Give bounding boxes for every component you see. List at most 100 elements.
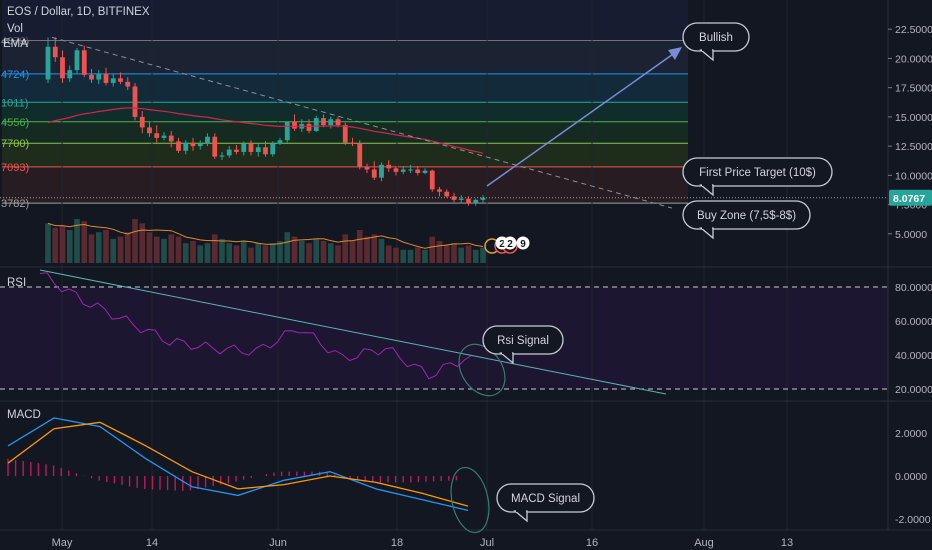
volume-bar — [407, 249, 414, 263]
volume-bar — [146, 232, 153, 263]
candle-body — [96, 73, 102, 80]
descending-trendline — [51, 36, 673, 209]
volume-bar — [291, 236, 298, 263]
fib-level-label: .4556) — [0, 117, 29, 129]
candle-body — [67, 70, 73, 79]
ema-line — [47, 107, 484, 154]
candle-body — [255, 147, 261, 152]
volume-bar — [139, 223, 146, 263]
volume-bars — [45, 219, 486, 263]
volume-bar — [298, 241, 305, 263]
volume-bar — [190, 241, 196, 263]
fib-zone — [2, 102, 688, 122]
volume-bar — [393, 247, 399, 263]
candle-body — [393, 168, 399, 172]
volume-bar — [422, 249, 428, 263]
macd-tick-label: -2.0000 — [895, 514, 931, 526]
volume-bar — [436, 241, 443, 263]
candle-body — [306, 123, 312, 131]
fib-level-label: .1011) — [0, 97, 28, 109]
event-count-label: 2 — [507, 239, 513, 250]
candle-body — [270, 143, 276, 155]
fib-zone — [2, 73, 688, 103]
volume-bar — [233, 245, 240, 263]
candle-body — [313, 118, 319, 131]
price-tick-label: 12.5000 — [895, 141, 932, 153]
current-price-badge — [889, 189, 932, 206]
fib-top-zone — [2, 0, 688, 41]
fib-zone — [2, 40, 688, 74]
volume-bar — [284, 232, 291, 263]
current-price-label: 8.0767 — [893, 193, 925, 205]
rsi-tick-label: 80.0000 — [895, 282, 932, 294]
candle-body — [154, 133, 160, 138]
candle-body — [386, 164, 392, 169]
price-tick-label: 5.0000 — [895, 229, 927, 241]
fib-level-label: .7093) — [0, 162, 29, 174]
rsi-tick-label: 20.0000 — [895, 384, 932, 396]
volume-bar — [429, 236, 436, 263]
volume-bar — [262, 245, 269, 263]
candle-body — [161, 135, 167, 138]
volume-bar — [313, 238, 320, 263]
volume-bar — [335, 245, 341, 263]
volume-bar — [153, 236, 160, 263]
event-count-label: 9 — [520, 239, 526, 250]
volume-bar — [168, 234, 175, 263]
volume-bar — [465, 245, 472, 263]
candle-body — [132, 86, 138, 117]
volume-bar — [349, 241, 356, 263]
candle-body — [190, 142, 196, 147]
candle-body — [110, 78, 116, 83]
fib-level-label: .7700) — [0, 138, 29, 150]
candle-body — [466, 198, 471, 204]
candle-body — [176, 141, 181, 151]
candle-body — [81, 50, 87, 75]
candle-body — [342, 125, 348, 143]
time-axis-label: Jun — [269, 537, 287, 549]
grid-lines — [0, 0, 932, 531]
fibonacci-levels: .4079).4724).1011).4556).7700).7093).378… — [0, 0, 688, 210]
candle-body — [357, 143, 363, 168]
candle-body — [183, 142, 189, 151]
candle-body — [328, 119, 334, 126]
candle-body — [321, 118, 326, 126]
candle-body — [226, 149, 232, 156]
price-axis: RSIMACD22.500020.000017.500015.000012.50… — [7, 24, 932, 526]
candle-body — [219, 155, 225, 157]
volume-bar — [451, 243, 457, 263]
fib-level-label: .3782) — [0, 198, 29, 210]
volume-bar — [385, 245, 392, 263]
volume-bar — [371, 234, 378, 263]
bullish-arrow-line — [486, 51, 677, 187]
time-axis-label: May — [52, 537, 73, 549]
time-axis-label: 16 — [586, 537, 598, 549]
time-axis: May 14 Jun 18 Jul 16 Aug 13 — [52, 537, 794, 549]
first-target-callout-label: First Price Target (10$) — [699, 167, 816, 179]
volume-bar — [443, 245, 450, 263]
volume-bar — [175, 236, 182, 263]
candle-body — [60, 57, 65, 79]
macd-signal-callout-label: MACD Signal — [511, 493, 580, 505]
volume-bar — [66, 230, 73, 263]
volume-bar — [472, 249, 479, 263]
volume-bar — [226, 243, 233, 263]
volume-bar — [132, 219, 138, 263]
indicator-overlays — [0, 36, 888, 534]
rsi-band — [0, 287, 888, 389]
volume-bar — [88, 234, 95, 263]
event-count-badge — [516, 236, 530, 250]
volume-bar — [277, 241, 283, 263]
macd-tick-label: 0.0000 — [895, 471, 927, 483]
macd-signal-callout-box — [496, 483, 595, 513]
volume-bar — [74, 219, 80, 263]
candle-body — [408, 169, 413, 171]
macd-signal-ellipse — [450, 466, 490, 534]
volume-bar — [161, 238, 167, 263]
fib-zone — [2, 166, 688, 204]
volume-bar — [414, 247, 421, 263]
volume-bar — [378, 238, 385, 263]
rsi-trendline — [39, 269, 667, 395]
